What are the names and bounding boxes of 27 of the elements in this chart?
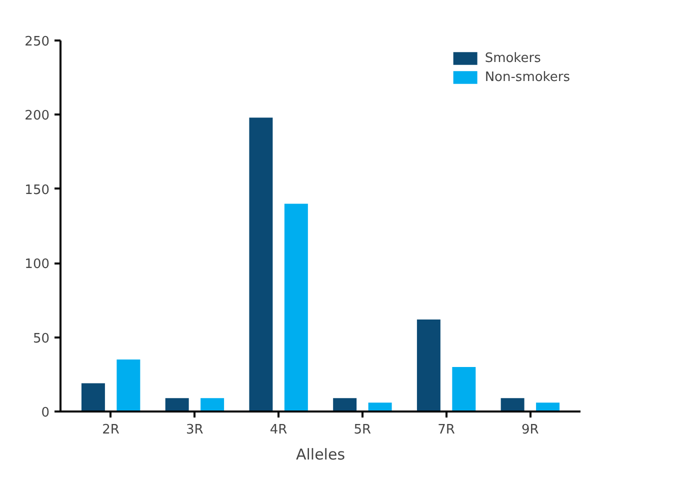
y-tick-label: 50 — [32, 331, 50, 346]
x-tick-label: 4R — [270, 422, 288, 438]
bar — [333, 398, 357, 412]
x-tick-label: 2R — [102, 422, 120, 438]
bar — [200, 398, 224, 412]
y-tick-label: 100 — [24, 257, 50, 272]
y-tick-label: 0 — [41, 406, 50, 420]
x-tick-label: 5R — [354, 422, 372, 438]
bar — [536, 402, 560, 412]
bar — [165, 398, 189, 412]
y-tick-label: 150 — [24, 182, 50, 198]
bar — [81, 383, 105, 412]
bar — [116, 360, 140, 412]
legend-label: Smokers — [484, 50, 541, 66]
x-tick-label: 3R — [186, 422, 204, 438]
x-tick-label: 7R — [438, 422, 455, 438]
y-tick-label: 200 — [24, 108, 50, 124]
x-axis-title: Alleles — [296, 446, 346, 464]
bar — [500, 398, 524, 412]
bar — [284, 204, 308, 412]
legend-label: Non-smokers — [484, 70, 570, 84]
bar — [249, 118, 273, 412]
bar — [416, 319, 440, 412]
y-tick-label: 250 — [24, 34, 50, 50]
bar — [368, 402, 392, 412]
bar — [452, 366, 476, 412]
x-tick-label: 9R — [522, 422, 539, 438]
